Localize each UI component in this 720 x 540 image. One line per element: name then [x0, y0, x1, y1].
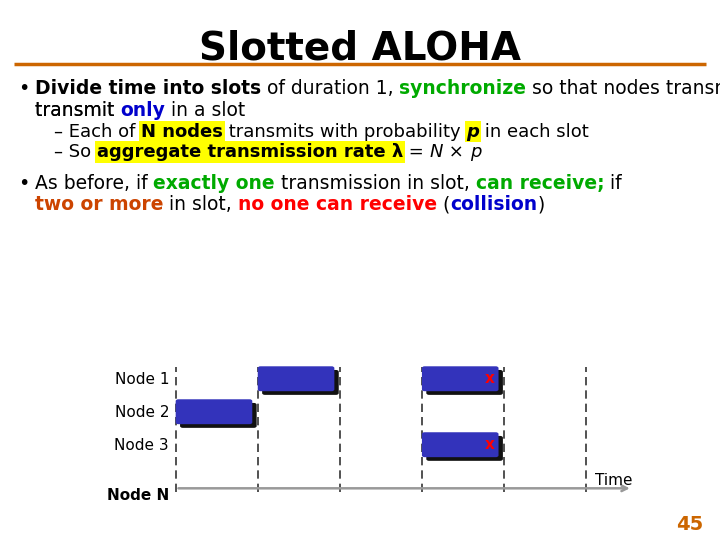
Text: ×: ×: [443, 143, 469, 161]
Text: if: if: [604, 174, 622, 193]
Text: transmit: transmit: [35, 101, 120, 120]
Text: =: =: [403, 143, 430, 161]
Text: synchronize: synchronize: [400, 79, 526, 98]
Text: transmits with probability: transmits with probability: [223, 123, 467, 140]
Text: can receive;: can receive;: [476, 174, 604, 193]
Text: in a slot: in a slot: [165, 101, 245, 120]
Text: 45: 45: [676, 515, 703, 534]
Text: •: •: [18, 174, 30, 193]
FancyBboxPatch shape: [422, 366, 498, 391]
Text: Node 3: Node 3: [114, 437, 169, 453]
Text: transmit: transmit: [35, 101, 120, 120]
Text: x: x: [485, 437, 494, 452]
Text: p: p: [469, 143, 481, 161]
FancyBboxPatch shape: [262, 370, 338, 395]
FancyBboxPatch shape: [176, 399, 252, 424]
Text: of duration 1,: of duration 1,: [261, 79, 400, 98]
Text: ): ): [537, 195, 545, 214]
Text: p: p: [467, 123, 480, 140]
Text: so that nodes transmit: so that nodes transmit: [526, 79, 720, 98]
Text: aggregate transmission rate λ: aggregate transmission rate λ: [97, 143, 403, 161]
Text: – Each of: – Each of: [54, 123, 141, 140]
Text: N: N: [430, 143, 443, 161]
Text: x: x: [485, 372, 494, 386]
Text: two or more: two or more: [35, 195, 163, 214]
Text: Slotted ALOHA: Slotted ALOHA: [199, 30, 521, 68]
Text: Node N: Node N: [107, 488, 169, 503]
Text: – So: – So: [54, 143, 97, 161]
Text: N nodes: N nodes: [141, 123, 223, 140]
FancyBboxPatch shape: [422, 432, 498, 457]
FancyBboxPatch shape: [180, 403, 256, 428]
Text: Node 1: Node 1: [114, 372, 169, 387]
FancyBboxPatch shape: [426, 370, 503, 395]
Text: transmission in slot,: transmission in slot,: [275, 174, 476, 193]
Text: •: •: [18, 79, 30, 98]
Text: collision: collision: [450, 195, 537, 214]
Text: Time: Time: [595, 472, 632, 488]
Text: Divide time into slots: Divide time into slots: [35, 79, 261, 98]
Text: exactly one: exactly one: [153, 174, 275, 193]
FancyBboxPatch shape: [426, 436, 503, 461]
Text: in slot,: in slot,: [163, 195, 238, 214]
Text: in each slot: in each slot: [480, 123, 589, 140]
Text: As before, if: As before, if: [35, 174, 153, 193]
Text: Node 2: Node 2: [114, 404, 169, 420]
Text: (: (: [437, 195, 450, 214]
Text: only: only: [120, 101, 165, 120]
FancyBboxPatch shape: [258, 366, 334, 391]
Text: no one can receive: no one can receive: [238, 195, 437, 214]
